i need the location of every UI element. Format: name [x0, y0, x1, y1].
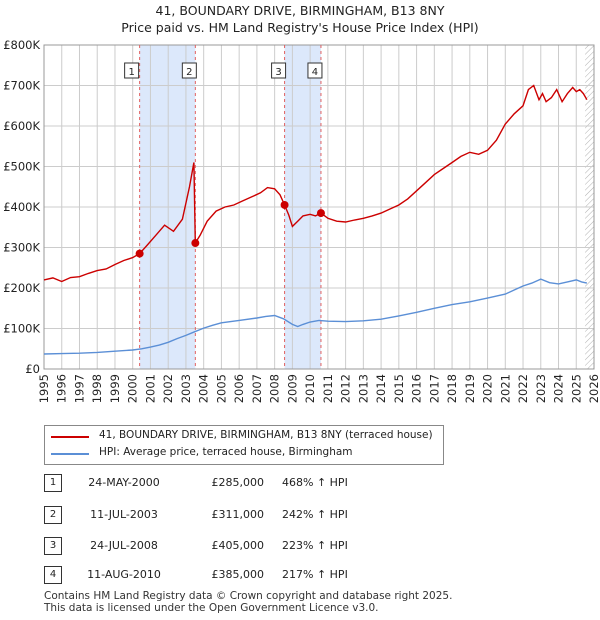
x-tick-label: 2007	[250, 374, 264, 403]
sale-label: 4	[312, 67, 318, 78]
x-tick-label: 2023	[534, 374, 548, 403]
sale-date: 24-MAY-2000	[88, 476, 160, 489]
sale-label: 2	[186, 67, 192, 78]
x-tick-label: 2021	[498, 374, 512, 403]
x-tick-label: 2020	[481, 374, 495, 403]
sale-date: 11-JUL-2003	[90, 508, 158, 521]
sale-label-box	[271, 62, 287, 79]
legend-label-property: 41, BOUNDARY DRIVE, BIRMINGHAM, B13 8NY …	[99, 429, 433, 441]
x-tick-label: 2004	[197, 374, 211, 403]
x-tick-label: 1995	[37, 374, 51, 403]
legend: 41, BOUNDARY DRIVE, BIRMINGHAM, B13 8NY …	[44, 425, 444, 465]
sale-point	[191, 239, 200, 248]
plot-frame	[43, 44, 595, 370]
sale-price: £311,000	[211, 508, 265, 521]
legend-swatch-hpi	[51, 453, 89, 455]
sale-date: 11-AUG-2010	[87, 568, 161, 581]
footer-copyright: Contains HM Land Registry data © Crown c…	[44, 590, 453, 602]
sale-badge: 2	[44, 506, 62, 524]
legend-swatch-property	[51, 436, 89, 438]
x-tick-label: 2002	[161, 374, 175, 403]
sale-price: £405,000	[211, 539, 265, 552]
sale-point	[280, 200, 289, 209]
price-chart: £0 £100K £200K £300K £400K £500K £600K £700K £80…	[3, 38, 600, 403]
sale-label-box	[307, 62, 323, 79]
y-tick-label: £300K	[3, 241, 40, 255]
x-tick-label: 2005	[214, 374, 228, 403]
x-tick-label: 2016	[410, 374, 424, 403]
y-tick-label: £100K	[3, 322, 40, 336]
x-tick-label: 2017	[427, 374, 441, 403]
y-tick-label: £0	[25, 362, 40, 376]
sale-point	[135, 249, 144, 258]
x-tick-label: 2026	[587, 374, 600, 403]
sale-badge: 4	[44, 566, 62, 584]
x-tick-label: 2018	[445, 374, 459, 403]
x-tick-label: 2008	[268, 374, 282, 403]
footer-licence: This data is licensed under the Open Gov…	[44, 602, 379, 614]
chart-subtitle: Price paid vs. HM Land Registry's House …	[121, 20, 479, 35]
x-tick-label: 1997	[72, 374, 86, 403]
x-tick-label: 2025	[569, 374, 583, 403]
x-tick-label: 2015	[392, 374, 406, 403]
y-tick-label: £400K	[3, 200, 40, 214]
sale-label: 3	[275, 67, 281, 78]
sale-price: £385,000	[211, 568, 265, 581]
x-tick-label: 2024	[552, 374, 566, 403]
sale-hpi-change: 468% ↑ HPI	[282, 476, 348, 489]
legend-label-hpi: HPI: Average price, terraced house, Birm…	[99, 446, 353, 458]
x-tick-label: 2019	[463, 374, 477, 403]
chart-title: 41, BOUNDARY DRIVE, BIRMINGHAM, B13 8NY	[155, 3, 445, 18]
sale-hpi-change: 217% ↑ HPI	[282, 568, 348, 581]
sale-hpi-change: 242% ↑ HPI	[282, 508, 348, 521]
sale-badge: 3	[44, 537, 62, 555]
x-tick-label: 2013	[356, 374, 370, 403]
y-tick-label: £200K	[3, 281, 40, 295]
x-tick-label: 2014	[374, 374, 388, 403]
sale-badge: 1	[44, 474, 62, 492]
sale-date: 24-JUL-2008	[90, 539, 158, 552]
x-tick-label: 2001	[143, 374, 157, 403]
y-tick-label: £600K	[3, 119, 40, 133]
sale-label: 1	[128, 67, 134, 78]
sale-label-box	[181, 62, 197, 79]
y-tick-label: £800K	[3, 38, 40, 52]
x-tick-label: 1996	[55, 374, 69, 403]
x-tick-label: 2000	[126, 374, 140, 403]
x-tick-label: 1999	[108, 374, 122, 403]
y-tick-label: £700K	[3, 79, 40, 93]
x-tick-label: 2003	[179, 374, 193, 403]
sale-point	[316, 209, 325, 218]
sale-hpi-change: 223% ↑ HPI	[282, 539, 348, 552]
x-tick-label: 2011	[321, 374, 335, 403]
x-tick-label: 2022	[516, 374, 530, 403]
x-tick-label: 2009	[285, 374, 299, 403]
x-tick-label: 2006	[232, 374, 246, 403]
x-tick-label: 2012	[339, 374, 353, 403]
sale-label-box	[124, 62, 140, 79]
sale-price: £285,000	[211, 476, 265, 489]
hpi-line	[43, 278, 588, 355]
x-tick-label: 2010	[303, 374, 317, 403]
y-tick-label: £500K	[3, 160, 40, 174]
x-tick-label: 1998	[90, 374, 104, 403]
